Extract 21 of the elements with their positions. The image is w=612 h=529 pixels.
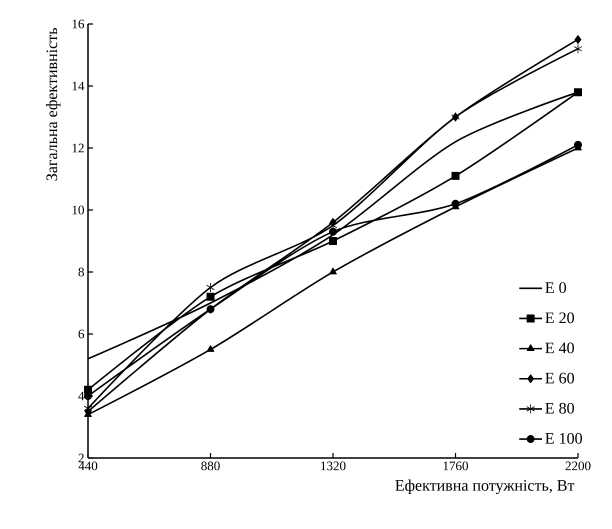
x-tick-label: 1320 — [321, 462, 346, 470]
x-tick-label: 1760 — [444, 462, 468, 470]
legend-label: E 40 — [545, 342, 574, 354]
legend-label: E 80 — [545, 402, 574, 414]
x-tick-label: 440 — [78, 462, 98, 470]
x-tick-label: 2200 — [566, 462, 591, 470]
legend-label: E 100 — [545, 432, 582, 444]
y-tick-label: 2 — [78, 454, 84, 462]
y-tick-label: 4 — [78, 392, 84, 400]
y-axis-title: Загальна ефективність — [46, 28, 60, 180]
y-tick-label: 10 — [72, 206, 84, 214]
x-axis-title: Ефективна потужність, Вт — [395, 480, 574, 494]
y-tick-label: 14 — [72, 82, 84, 90]
legend-label: E 0 — [545, 282, 566, 294]
x-tick-label: 880 — [201, 462, 220, 470]
y-tick-label: 16 — [72, 20, 84, 28]
y-tick-label: 8 — [78, 268, 84, 276]
y-tick-label: 6 — [78, 330, 84, 338]
legend-label: E 20 — [545, 312, 574, 324]
legend-label: E 60 — [545, 372, 574, 384]
y-tick-label: 12 — [72, 144, 84, 152]
